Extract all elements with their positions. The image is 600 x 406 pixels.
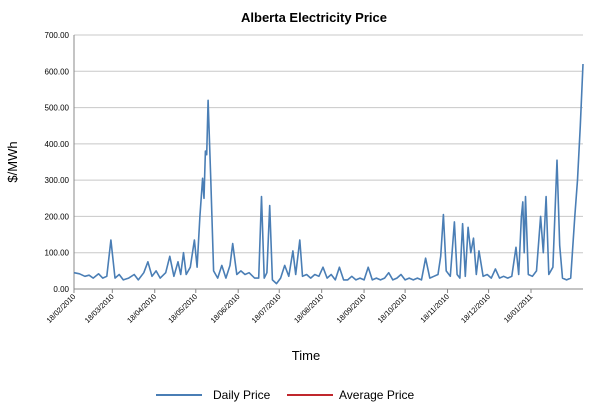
x-tick-label: 18/10/2010 [376, 292, 409, 325]
grid-lines [74, 34, 583, 254]
x-tick-labels: 18/02/2010 18/03/2010 18/04/2010 18/05/2010… [45, 289, 535, 325]
x-tick-label: 18/04/2010 [125, 292, 158, 325]
y-tick-label: 500.00 [45, 104, 70, 113]
y-tick-label: 200.00 [45, 212, 70, 221]
y-tick-label: 700.00 [45, 31, 70, 40]
daily-price-line [73, 63, 584, 285]
x-tick-label: 18/03/2010 [83, 292, 116, 325]
x-tick-label: 18/12/2010 [459, 292, 492, 325]
legend-label-average-price: Average Price [339, 388, 414, 402]
y-tick-labels: 0.00 100.00 200.00 300.00 400.00 500.00 600.00… [45, 31, 70, 294]
y-axis-label: $/MWh [5, 141, 20, 182]
y-tick-label: 100.00 [45, 249, 70, 258]
x-tick-label: 18/01/2011 [502, 292, 535, 325]
chart-title: Alberta Electricity Price [241, 10, 387, 25]
x-tick-label: 18/11/2010 [418, 292, 451, 325]
x-axis-label: Time [292, 348, 320, 363]
x-tick-label: 18/09/2010 [335, 292, 368, 325]
x-tick-label: 18/08/2010 [292, 292, 325, 325]
y-tick-label: 600.00 [45, 67, 70, 76]
x-tick-label: 18/05/2010 [166, 292, 199, 325]
y-tick-label: 0.00 [53, 285, 69, 294]
legend: Daily Price Average Price [156, 388, 414, 402]
y-tick-label: 400.00 [45, 140, 70, 149]
series-group [73, 63, 584, 285]
legend-label-daily-price: Daily Price [213, 388, 271, 402]
x-tick-label: 18/07/2010 [250, 292, 283, 325]
y-tick-label: 300.00 [45, 176, 70, 185]
x-tick-label: 18/06/2010 [209, 292, 242, 325]
x-tick-label: 18/02/2010 [45, 292, 78, 325]
